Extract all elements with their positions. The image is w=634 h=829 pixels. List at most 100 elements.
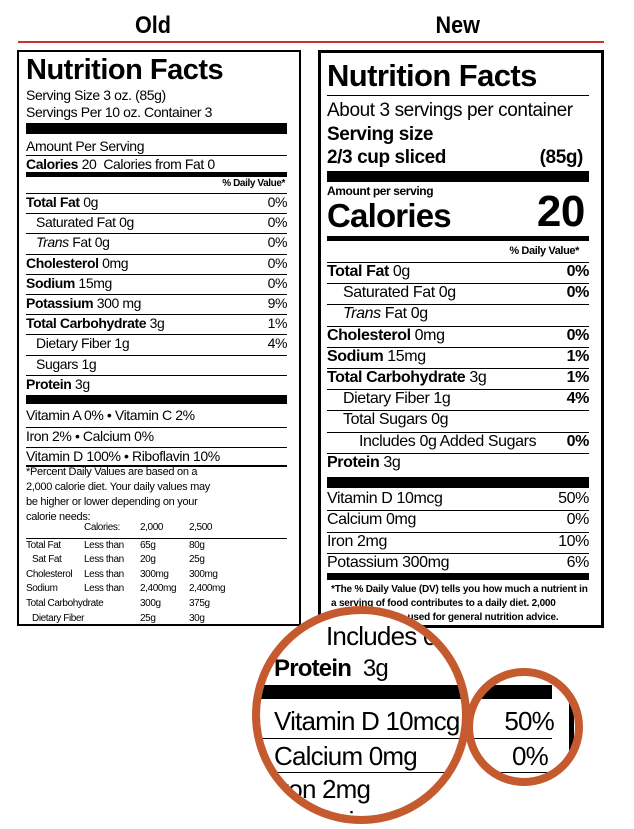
micronutrient-dv: 50% bbox=[558, 490, 589, 507]
table-cell: 375g bbox=[189, 598, 210, 609]
old-nutrient-row: Protein 3g bbox=[26, 376, 287, 392]
rule bbox=[327, 452, 589, 454]
rule bbox=[26, 465, 287, 467]
mag-protein: Protein 3g bbox=[274, 655, 389, 682]
rule bbox=[26, 374, 287, 376]
nutrient-dv: 1% bbox=[267, 315, 288, 332]
old-heading: Old bbox=[135, 12, 171, 39]
rule bbox=[327, 531, 589, 533]
nutrient-amount: 3g bbox=[379, 453, 401, 471]
old-nutrient-row: Total Fat 0g 0% bbox=[26, 194, 287, 210]
rule bbox=[260, 772, 462, 773]
new-nutrient-row: Cholesterol 0mg 0% bbox=[327, 327, 589, 345]
micronutrient-name: Iron 2mg bbox=[327, 532, 387, 550]
micronutrient-name: Vitamin D 10mcg bbox=[327, 490, 443, 507]
old-nutrition-label: Nutrition Facts Serving Size 3 oz. (85g)… bbox=[17, 50, 301, 626]
new-nutrient-row: Total Fat 0g 0% bbox=[327, 263, 589, 281]
new-nutrient-row: Saturated Fat 0g 0% bbox=[343, 284, 589, 302]
new-serving-size-desc: 2/3 cup sliced bbox=[327, 147, 447, 168]
nutrient-dv: 0% bbox=[267, 254, 288, 271]
micronutrient-dv: 0% bbox=[566, 511, 590, 529]
table-cell: Sodium bbox=[26, 583, 58, 595]
nutrient-amount: 1g bbox=[77, 355, 97, 372]
new-micronutrient-row: Iron 2mg 10% bbox=[327, 533, 589, 551]
mag-iron-dv: 10% bbox=[504, 774, 554, 778]
new-micronutrient-row: Vitamin D 10mcg 50% bbox=[327, 490, 589, 508]
nutrient-dv: 0% bbox=[566, 284, 590, 302]
nutrient-name: Total Carbohydrate bbox=[26, 315, 147, 332]
micronutrient-dv: 10% bbox=[558, 532, 589, 550]
nutrient-name: Potassium bbox=[26, 295, 94, 311]
rule bbox=[26, 426, 287, 428]
nutrient-dv: 9% bbox=[267, 295, 288, 311]
medium-rule bbox=[26, 172, 287, 177]
thick-rule bbox=[327, 477, 589, 488]
rule bbox=[327, 410, 589, 412]
nutrient-amount: 0mg bbox=[410, 326, 445, 344]
nutrient-name: Total Fat bbox=[327, 263, 389, 280]
table-cell: Less than bbox=[84, 539, 124, 551]
nutrient-dv: 0% bbox=[267, 194, 288, 210]
old-amount-per: Amount Per Serving bbox=[26, 138, 145, 154]
nutrient-amount: 1g bbox=[110, 335, 130, 352]
mag-calcium: Calcium 0mg bbox=[274, 741, 418, 771]
nutrient-dv: 0% bbox=[566, 263, 590, 280]
nutrient-name: Trans bbox=[343, 305, 381, 323]
rule bbox=[327, 95, 589, 96]
table-cell: Cholesterol bbox=[26, 568, 73, 580]
old-nutrient-row: Sodium 15mg 0% bbox=[26, 275, 287, 291]
rule bbox=[26, 537, 287, 539]
rule bbox=[26, 233, 287, 235]
rule bbox=[327, 368, 589, 369]
new-nutrient-row: Protein 3g bbox=[327, 454, 589, 472]
new-serving-size-grams: (85g) bbox=[539, 147, 584, 168]
nutrient-dv: 0% bbox=[267, 234, 288, 251]
divider-line bbox=[18, 41, 604, 43]
old-nutrient-row: Total Carbohydrate 3g 1% bbox=[26, 315, 287, 331]
nutrient-dv: 0% bbox=[566, 432, 590, 450]
table-cell: 300mg bbox=[140, 568, 169, 580]
thick-rule bbox=[473, 685, 552, 699]
table-cell: Sat Fat bbox=[32, 554, 62, 566]
thick-rule bbox=[26, 395, 287, 404]
nutrient-amount: 1g bbox=[429, 390, 451, 408]
nutrient-dv: 1% bbox=[566, 369, 590, 386]
nutrient-amount: 3g bbox=[71, 375, 90, 392]
rule bbox=[260, 738, 462, 739]
rule bbox=[327, 262, 589, 263]
rule bbox=[26, 273, 287, 275]
new-title: Nutrition Facts bbox=[327, 58, 537, 93]
table-cell: 80g bbox=[189, 539, 205, 551]
nutrient-name: Dietary Fiber bbox=[36, 335, 111, 352]
nutrient-name: Protein bbox=[26, 375, 72, 392]
table-cell: Less than bbox=[84, 583, 124, 595]
old-nutrient-row: Dietary Fiber 1g 4% bbox=[36, 335, 287, 351]
rule bbox=[26, 334, 287, 336]
nutrient-name: Total Sugars bbox=[343, 411, 428, 429]
rule bbox=[26, 253, 287, 255]
new-calories-label: Calories bbox=[327, 197, 452, 234]
nutrient-dv: 0% bbox=[267, 274, 288, 291]
rule bbox=[327, 389, 589, 391]
old-vitamin-line: Iron 2% • Calcium 0% bbox=[26, 427, 154, 444]
table-cell: 30g bbox=[189, 612, 205, 624]
nutrient-amount: 3g bbox=[465, 369, 487, 386]
nutrient-amount: 0g bbox=[427, 411, 449, 429]
nutrient-amount: 15mg bbox=[74, 274, 112, 291]
new-amount-per: Amount per serving bbox=[327, 184, 434, 198]
nutrient-name: Cholesterol bbox=[327, 326, 411, 344]
nutrient-dv: 4% bbox=[267, 335, 288, 352]
rule bbox=[327, 283, 589, 285]
nutrient-dv: 4% bbox=[566, 390, 590, 408]
table-cell: Less than bbox=[84, 568, 124, 580]
micronutrient-name: Potassium 300mg bbox=[327, 553, 450, 571]
thick-rule bbox=[260, 685, 462, 699]
old-nutrient-row: Saturated Fat 0g 0% bbox=[36, 214, 287, 230]
rule bbox=[26, 354, 287, 356]
nutrient-amount: 0g bbox=[434, 284, 456, 302]
new-servings-per: About 3 servings per container bbox=[327, 100, 573, 121]
micronutrient-name: Calcium 0mg bbox=[327, 511, 416, 529]
rule bbox=[473, 772, 552, 773]
old-servings-per: Servings Per 10 oz. Container 3 bbox=[26, 104, 213, 120]
mag-iron: Iron 2mg bbox=[274, 774, 371, 804]
